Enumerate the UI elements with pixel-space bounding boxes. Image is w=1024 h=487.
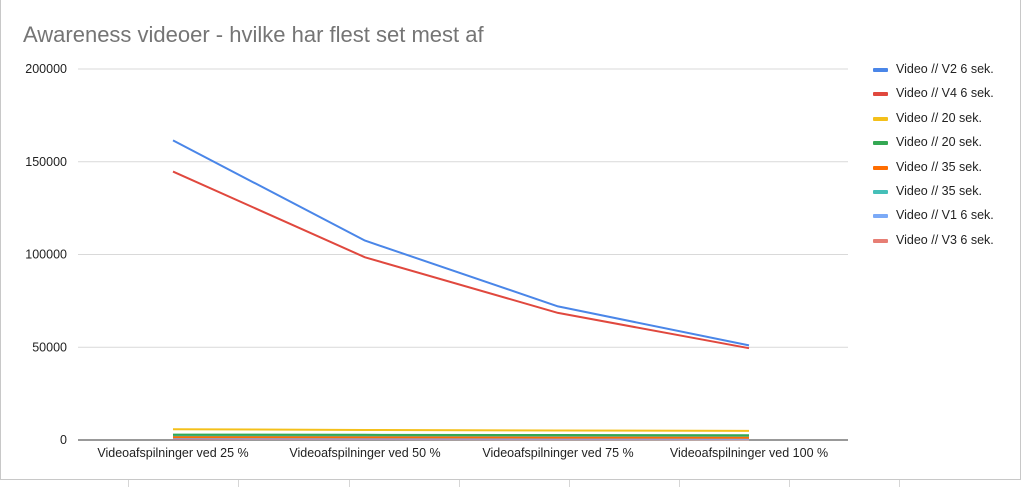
y-tick-label: 50000: [32, 340, 67, 354]
x-tick-label: Videoafspilninger ved 25 %: [97, 446, 248, 460]
series-lines: [172, 139, 750, 441]
x-axis-tick-labels: Videoafspilninger ved 25 % Videoafspilnin…: [97, 446, 828, 460]
legend-swatch: [873, 214, 888, 219]
series-line: [172, 434, 750, 438]
bottom-divider: [679, 480, 680, 487]
legend-swatch: [873, 189, 888, 194]
series-line: [172, 428, 750, 432]
legend-item[interactable]: Video // V1 6 sek.: [873, 206, 1023, 230]
legend-label: Video // V3 6 sek.: [896, 232, 994, 247]
legend-swatch: [873, 238, 888, 243]
legend-label: Video // V1 6 sek.: [896, 208, 994, 223]
series-line: [172, 433, 750, 437]
legend-item[interactable]: Video // 35 sek.: [873, 158, 1023, 182]
legend-item[interactable]: Video // V4 6 sek.: [873, 84, 1023, 108]
legend-item[interactable]: Video // 20 sek.: [873, 109, 1023, 133]
bottom-divider: [128, 480, 129, 487]
y-tick-label: 100000: [25, 248, 67, 262]
y-tick-label: 0: [60, 433, 67, 447]
bottom-divider: [569, 480, 570, 487]
legend-swatch: [873, 92, 888, 97]
bottom-divider: [238, 480, 239, 487]
legend-label: Video // 35 sek.: [896, 159, 982, 174]
legend-swatch: [873, 141, 888, 146]
y-axis-tick-labels: 0 50000 100000 150000 200000: [25, 62, 67, 447]
legend-label: Video // V2 6 sek.: [896, 62, 994, 76]
legend-swatch: [873, 68, 888, 72]
bottom-divider: [789, 480, 790, 487]
bottom-divider: [899, 480, 900, 487]
legend: Video // V2 6 sek. Video // V4 6 sek. Vide…: [873, 60, 1023, 255]
series-line: [172, 436, 750, 439]
legend-item[interactable]: Video // V2 6 sek.: [873, 60, 1023, 84]
legend-item[interactable]: Video // V3 6 sek.: [873, 231, 1023, 255]
legend-swatch: [873, 116, 888, 121]
x-tick-label: Videoafspilninger ved 100 %: [670, 446, 828, 460]
legend-swatch: [873, 165, 888, 170]
x-tick-label: Videoafspilninger ved 75 %: [482, 446, 633, 460]
x-tick-label: Videoafspilninger ved 50 %: [289, 446, 440, 460]
gridlines: [78, 68, 848, 441]
bottom-divider: [459, 480, 460, 487]
bottom-divider: [349, 480, 350, 487]
legend-item[interactable]: Video // 35 sek.: [873, 182, 1023, 206]
series-line: [172, 170, 750, 350]
legend-label: Video // V4 6 sek.: [896, 86, 994, 101]
legend-item[interactable]: Video // 20 sek.: [873, 133, 1023, 157]
legend-label: Video // 35 sek.: [896, 183, 982, 198]
legend-label: Video // 20 sek.: [896, 135, 982, 150]
y-tick-label: 200000: [25, 62, 67, 76]
series-line: [172, 139, 750, 347]
y-tick-label: 150000: [25, 155, 67, 169]
legend-label: Video // 20 sek.: [896, 110, 982, 125]
chart-title: Awareness videoer - hvilke har flest set…: [23, 22, 484, 47]
